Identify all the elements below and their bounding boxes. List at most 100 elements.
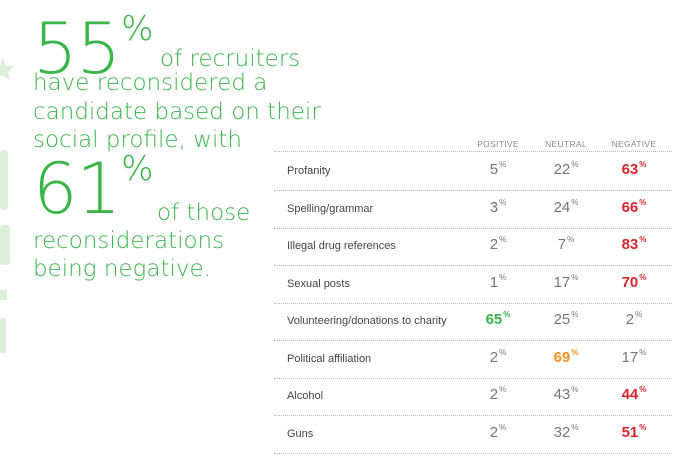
- cell-positive: 1%: [463, 272, 533, 291]
- cell-unit: %: [639, 422, 647, 432]
- cell-unit: %: [567, 235, 575, 244]
- cell-unit: %: [571, 272, 579, 282]
- cell-neutral: 7%: [531, 235, 601, 253]
- row-divider: [274, 340, 672, 341]
- cell-unit: %: [639, 235, 647, 244]
- cell-value: 69: [553, 348, 571, 366]
- cell-unit: %: [499, 160, 507, 169]
- headline-stat-1: 55%: [33, 12, 153, 84]
- cell-neutral: 24%: [531, 197, 601, 216]
- column-header-positive: POSITIVE: [477, 139, 519, 149]
- row-label: Political affiliation: [287, 352, 372, 365]
- stat-2-value: 61: [33, 148, 121, 230]
- cell-unit: %: [499, 347, 507, 357]
- stat-1-value: 55: [33, 8, 121, 90]
- cell-unit: %: [571, 385, 579, 394]
- cell-value: 25: [553, 311, 571, 328]
- cell-value: 83: [621, 236, 639, 253]
- cell-unit: %: [639, 197, 647, 207]
- cell-value: 2: [489, 386, 499, 403]
- row-divider: [274, 190, 672, 191]
- row-label: Profanity: [287, 165, 331, 177]
- row-divider: [274, 151, 672, 152]
- cell-value: 32: [553, 423, 571, 441]
- cell-value: 1: [489, 273, 499, 291]
- stat-1-line-1: of recruiters: [160, 46, 301, 72]
- stat-2-line-3: being negative.: [33, 256, 211, 282]
- cell-unit: %: [499, 235, 507, 244]
- cell-positive: 2%: [463, 422, 533, 441]
- cell-unit: %: [571, 347, 579, 357]
- cell-negative: 17%: [599, 347, 669, 366]
- cell-value: 66: [621, 198, 639, 216]
- cell-negative: 66%: [599, 197, 669, 216]
- cell-neutral: 22%: [531, 160, 601, 178]
- cell-value: 2: [625, 311, 635, 328]
- row-divider: [274, 415, 672, 416]
- stat-2-line-1: of those: [157, 200, 251, 226]
- row-label: Spelling/grammar: [287, 202, 374, 215]
- cell-value: 2: [489, 423, 499, 441]
- cell-unit: %: [639, 347, 647, 357]
- cell-value: 17: [621, 348, 639, 366]
- cell-unit: %: [639, 385, 647, 394]
- cell-value: 63: [621, 161, 639, 178]
- row-divider: [274, 302, 672, 304]
- cell-unit: %: [499, 385, 507, 394]
- column-header-neutral: NEUTRAL: [545, 139, 587, 149]
- cell-value: 44: [621, 386, 639, 403]
- cell-neutral: 69%: [531, 347, 601, 366]
- cell-unit: %: [571, 422, 579, 432]
- cell-unit: %: [499, 197, 507, 207]
- cell-negative: 2%: [599, 310, 669, 328]
- cell-value: 65: [485, 311, 503, 328]
- cell-neutral: 32%: [531, 422, 601, 441]
- decorative-edge-graphic: [0, 58, 14, 353]
- cell-value: 2: [489, 236, 499, 253]
- row-label: Volunteering/donations to charity: [287, 315, 447, 327]
- cell-positive: 2%: [463, 347, 533, 366]
- cell-positive: 5%: [463, 160, 533, 178]
- cell-neutral: 25%: [531, 310, 601, 328]
- column-header-negative: NEGATIVE: [611, 139, 657, 149]
- stat-2-line-2: reconsiderations: [33, 228, 225, 254]
- cell-value: 3: [489, 198, 499, 216]
- cell-positive: 3%: [463, 197, 533, 216]
- stat-1-line-3: candidate based on their: [33, 99, 321, 125]
- cell-unit: %: [571, 310, 579, 319]
- cell-positive: 65%: [463, 310, 533, 328]
- cell-value: 22: [553, 161, 571, 178]
- cell-negative: 83%: [599, 235, 669, 253]
- row-divider: [274, 377, 672, 379]
- cell-value: 5: [489, 161, 499, 178]
- stat-1-line-4: social profile, with: [33, 127, 242, 153]
- cell-unit: %: [503, 310, 511, 319]
- cell-neutral: 43%: [531, 385, 601, 403]
- cell-value: 2: [489, 348, 499, 366]
- row-label: Illegal drug references: [287, 240, 396, 252]
- cell-unit: %: [499, 422, 507, 432]
- stat-1-unit: %: [121, 9, 153, 49]
- cell-negative: 70%: [599, 273, 669, 291]
- row-label: Alcohol: [287, 390, 324, 402]
- row-label: Sexual posts: [287, 277, 350, 290]
- row-divider: [274, 452, 672, 454]
- cell-value: 43: [553, 386, 571, 403]
- cell-neutral: 17%: [531, 272, 601, 291]
- cell-value: 70: [621, 273, 639, 291]
- cell-unit: %: [639, 160, 647, 169]
- cell-value: 24: [553, 198, 571, 216]
- cell-value: 7: [557, 236, 567, 253]
- cell-value: 51: [621, 423, 639, 441]
- cell-negative: 63%: [599, 160, 669, 178]
- cell-negative: 44%: [599, 385, 669, 403]
- headline-stat-2: 61%: [33, 152, 153, 224]
- cell-unit: %: [571, 197, 579, 207]
- row-divider: [274, 227, 672, 229]
- cell-negative: 51%: [599, 422, 669, 441]
- cell-unit: %: [571, 160, 579, 169]
- cell-unit: %: [499, 272, 507, 282]
- cell-value: 17: [553, 273, 571, 291]
- row-label: Guns: [287, 427, 314, 440]
